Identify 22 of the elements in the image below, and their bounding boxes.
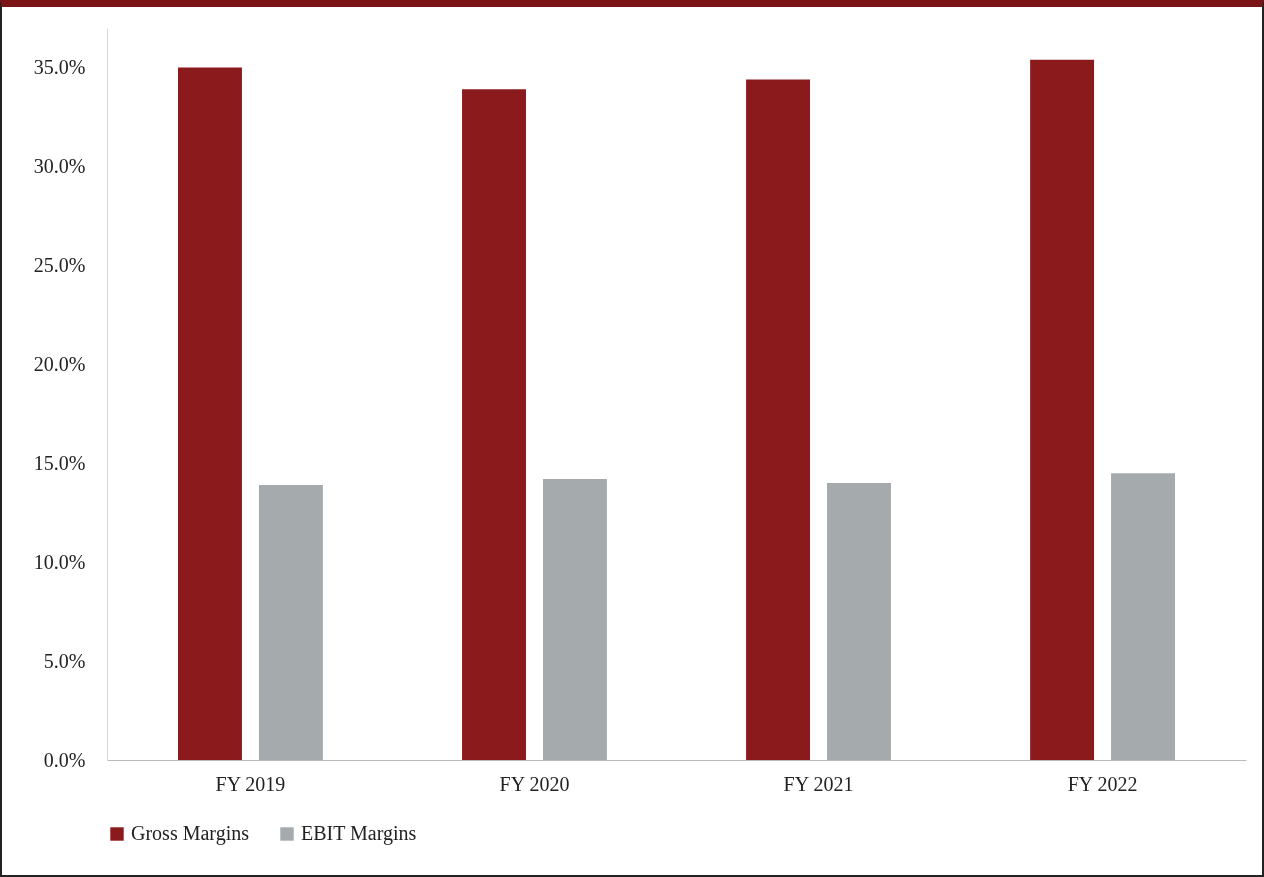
bar (1111, 473, 1175, 760)
x-tick-label: FY 2021 (783, 772, 854, 795)
y-tick-label: 25.0% (33, 253, 86, 276)
x-tick-label: FY 2019 (215, 772, 286, 795)
bar (542, 479, 607, 760)
y-tick-label: 15.0% (33, 451, 86, 474)
y-tick-label: 35.0% (33, 56, 86, 79)
y-tick-label: 5.0% (43, 649, 86, 672)
x-tick-label: FY 2020 (499, 772, 570, 795)
y-tick-label: 30.0% (33, 154, 86, 177)
y-tick-label: 20.0% (33, 352, 86, 375)
bar (258, 485, 323, 760)
y-tick-label: 10.0% (33, 550, 86, 573)
bar (462, 89, 526, 760)
bar (178, 67, 242, 760)
bar (746, 79, 811, 760)
legend-label: EBIT Margins (301, 822, 417, 845)
bar (1030, 59, 1095, 760)
bar (827, 483, 891, 760)
y-tick-label: 0.0% (43, 748, 86, 771)
legend-label: Gross Margins (131, 822, 250, 845)
x-tick-label: FY 2022 (1067, 772, 1138, 795)
